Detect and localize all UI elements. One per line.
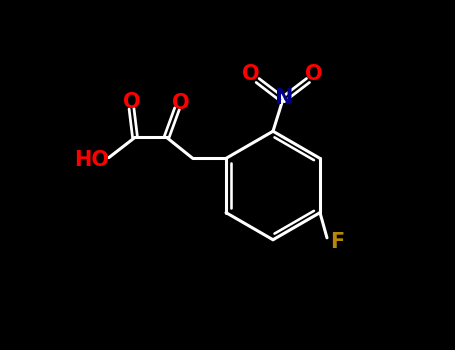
Text: F: F [330, 232, 344, 252]
Text: N: N [275, 88, 293, 108]
Text: HO: HO [74, 150, 109, 170]
Text: O: O [123, 92, 140, 112]
Text: O: O [172, 93, 189, 113]
Text: O: O [243, 64, 260, 84]
Text: O: O [305, 64, 323, 84]
